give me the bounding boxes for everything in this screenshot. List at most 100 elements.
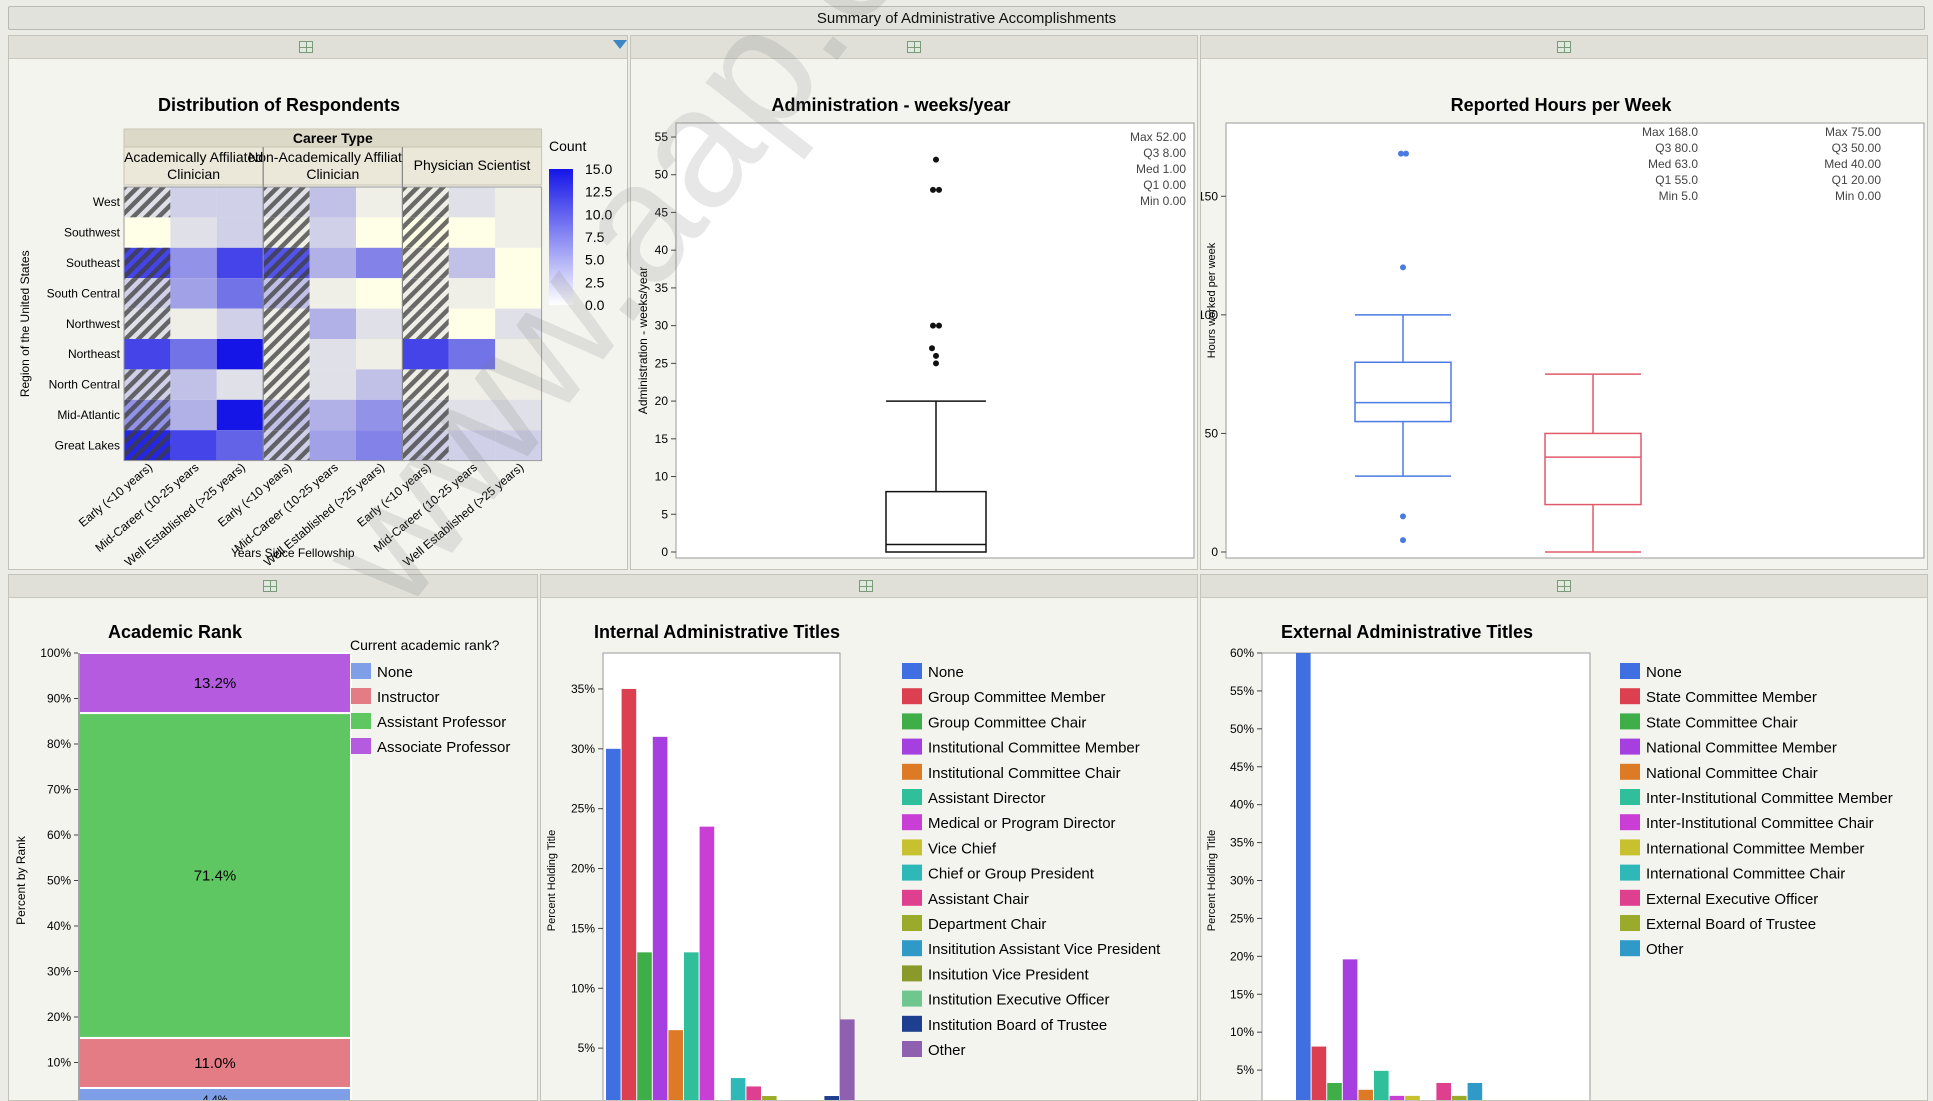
summary-stat: Med 40.00 — [1824, 157, 1881, 171]
grid-icon[interactable] — [1557, 41, 1571, 53]
legend-tick: 5.0 — [585, 252, 605, 268]
color-scale-bar — [549, 169, 573, 305]
hours-boxplot: Reported Hours per Week 0 50 100 150 Hours wo… — [1201, 95, 1925, 568]
outlier-point — [1400, 264, 1406, 271]
heatmap-cell — [356, 247, 403, 279]
legend-label: Institution Board of Trustee — [928, 1017, 1107, 1034]
heatmap-cell — [495, 278, 542, 309]
grid-icon[interactable] — [907, 41, 921, 53]
bar — [1452, 1095, 1467, 1100]
group-label: Physician Scientist — [414, 157, 531, 173]
summary-stat: Q1 20.00 — [1832, 173, 1882, 187]
hatched-cell — [263, 247, 310, 279]
legend-label: Insititution Assistant Vice President — [928, 941, 1161, 958]
y-axis-label: Percent Holding Title — [546, 830, 558, 932]
x-axis-label: Years Since Fellowship — [231, 546, 355, 560]
segment-label: 13.2% — [194, 675, 237, 692]
legend-swatch — [1620, 763, 1640, 780]
outlier-point — [930, 186, 936, 193]
heatmap-frame — [123, 186, 543, 462]
legend-swatch — [902, 1015, 922, 1032]
grid-icon[interactable] — [1557, 580, 1571, 592]
outlier-point — [930, 322, 936, 329]
grid-icon[interactable] — [299, 41, 313, 53]
y-tick-label: 40% — [47, 919, 71, 933]
hatched-cell — [402, 247, 449, 279]
legend-swatch — [1620, 738, 1640, 755]
heatmap-cell — [170, 308, 217, 339]
legend-label: Department Chair — [928, 916, 1046, 933]
legend-label: National Committee Member — [1646, 740, 1837, 757]
legend-label: Inter-Institutional Committee Chair — [1646, 815, 1874, 832]
summary-stat: Q1 0.00 — [1143, 178, 1186, 192]
y-tick-label: 90% — [47, 692, 71, 706]
legend-label: Group Committee Chair — [928, 714, 1086, 731]
row-label: Northeast — [68, 347, 121, 361]
legend-label: State Committee Member — [1646, 689, 1817, 706]
legend-swatch — [902, 915, 922, 931]
bar — [1342, 959, 1358, 1100]
legend-title: Count — [549, 138, 586, 154]
heatmap-cell — [216, 308, 264, 339]
y-tick-label: 10 — [655, 470, 669, 484]
summary-stat: Max 75.00 — [1825, 125, 1881, 139]
heatmap-cell — [170, 369, 217, 400]
heatmap-cell — [216, 339, 264, 370]
y-tick-label: 80% — [47, 737, 71, 751]
hatched-cell — [124, 430, 171, 461]
legend-tick: 2.5 — [585, 274, 605, 290]
grid-icon[interactable] — [263, 580, 277, 592]
heatmap-cell — [216, 187, 264, 218]
panel-toolbar — [541, 575, 1197, 598]
y-tick-label: 150 — [1201, 189, 1218, 203]
heatmap-cell — [309, 278, 356, 309]
y-tick-label: 5% — [578, 1041, 596, 1055]
legend-swatch — [351, 738, 371, 754]
legend-label: Institution Executive Officer — [928, 992, 1109, 1009]
legend-label: Other — [928, 1042, 966, 1059]
bar — [1296, 653, 1311, 1100]
legend-swatch — [902, 965, 922, 982]
legend-swatch — [1620, 864, 1640, 881]
legend-swatch — [902, 839, 922, 856]
legend-swatch — [1620, 940, 1640, 957]
y-tick-label: 25 — [655, 356, 669, 370]
group-label: Non-Academically Affiliated — [248, 149, 417, 165]
bar — [621, 688, 637, 1100]
heatmap-cell — [309, 187, 356, 218]
legend-swatch — [1620, 814, 1640, 831]
group-header-title: Career Type — [293, 130, 373, 146]
hatched-cell — [124, 308, 171, 339]
hatched-cell — [263, 430, 310, 461]
legend-swatch — [902, 713, 922, 730]
heatmap-cell — [402, 339, 449, 370]
summary-stat: Q3 80.0 — [1655, 141, 1698, 155]
legend-label: State Committee Chair — [1646, 714, 1798, 731]
y-tick-label: 45 — [655, 205, 669, 219]
y-tick-label: 45% — [1230, 760, 1254, 774]
legend-tick: 7.5 — [585, 229, 605, 245]
panel-distribution: Distribution of Respondents Career Type Ac… — [8, 35, 628, 570]
hatched-cell — [124, 369, 171, 400]
heatmap-cell — [309, 399, 356, 431]
heatmap-cell — [448, 278, 496, 309]
grid-icon[interactable] — [859, 580, 873, 592]
legend-label: Medical or Program Director — [928, 815, 1116, 832]
y-tick-label: 50 — [655, 168, 669, 182]
legend-swatch — [902, 889, 922, 906]
legend-swatch — [351, 663, 371, 679]
hatched-cell — [124, 278, 171, 309]
legend-label: Chief or Group President — [928, 866, 1095, 883]
legend-swatch — [1620, 663, 1640, 679]
heatmap-cell — [216, 430, 264, 461]
y-tick-label: 40% — [1230, 798, 1254, 812]
hatched-cell — [263, 369, 310, 400]
heatmap-cell — [495, 187, 542, 218]
legend-label: Other — [1646, 941, 1684, 958]
chart-title: Internal Administrative Titles — [594, 622, 840, 642]
heatmap-cell — [495, 217, 542, 248]
panel-internal-titles: Internal Administrative Titles0%5%10%15%… — [540, 574, 1198, 1101]
filter-icon[interactable] — [613, 40, 627, 49]
outlier-point — [936, 186, 942, 193]
y-tick-label: 55 — [655, 130, 669, 144]
